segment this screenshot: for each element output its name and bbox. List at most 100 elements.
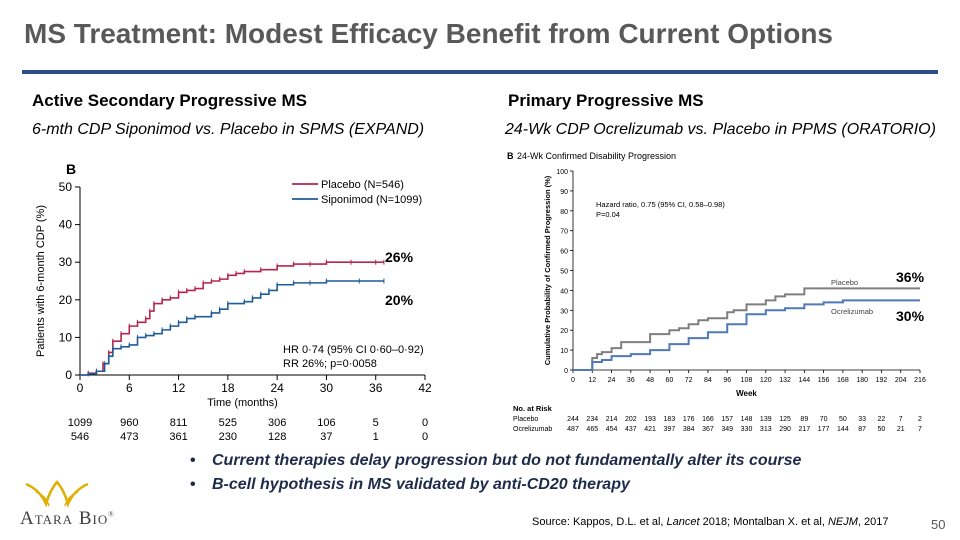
at-risk-placebo-value: 234 bbox=[586, 416, 598, 423]
at-risk-siponimod-value: 1099 bbox=[68, 417, 92, 429]
x-tick-label: 18 bbox=[221, 381, 235, 395]
source-prefix: Source: Kappos, D.L. et al, bbox=[532, 516, 667, 528]
x-tick-label: 84 bbox=[704, 377, 712, 384]
panel-label: B bbox=[66, 161, 76, 177]
y-tick-label: 70 bbox=[560, 229, 568, 236]
y-tick-label: 50 bbox=[560, 269, 568, 276]
x-tick-label: 216 bbox=[914, 377, 926, 384]
y-tick-label: 30 bbox=[560, 308, 568, 315]
x-tick-label: 6 bbox=[126, 381, 133, 395]
at-risk-placebo-value: 2 bbox=[918, 416, 922, 423]
at-risk-row-label: Placebo bbox=[513, 416, 538, 423]
at-risk-ocrelizumab-value: 7 bbox=[918, 426, 922, 433]
x-tick-label: 36 bbox=[369, 381, 383, 395]
at-risk-placebo-value: 33 bbox=[858, 416, 866, 423]
at-risk-placebo-value: 7 bbox=[899, 416, 903, 423]
end-percent-label: 30% bbox=[896, 308, 925, 324]
p-value-annotation: P=0.04 bbox=[596, 210, 620, 219]
y-axis-label: Cumulative Probability of Confirmed Prog… bbox=[543, 175, 552, 365]
bullet-item: B-cell hypothesis in MS validated by ant… bbox=[190, 476, 801, 494]
at-risk-ocrelizumab-value: 465 bbox=[586, 426, 598, 433]
at-risk-placebo-value: 0 bbox=[422, 431, 428, 443]
at-risk-placebo-value: 1 bbox=[373, 431, 379, 443]
page-number: 50 bbox=[931, 517, 946, 532]
x-tick-label: 0 bbox=[571, 377, 575, 384]
x-tick-label: 108 bbox=[741, 377, 753, 384]
y-tick-label: 20 bbox=[560, 328, 568, 335]
x-tick-label: 12 bbox=[172, 381, 186, 395]
y-tick-label: 40 bbox=[59, 218, 73, 232]
at-risk-placebo-value: 361 bbox=[169, 431, 187, 443]
hazard-ratio-annotation: Hazard ratio, 0.75 (95% CI, 0.58–0.98) bbox=[596, 200, 725, 209]
y-tick-label: 50 bbox=[59, 180, 73, 194]
legend-label: Placebo (N=546) bbox=[321, 179, 404, 191]
at-risk-ocrelizumab-value: 487 bbox=[567, 426, 579, 433]
at-risk-siponimod-value: 811 bbox=[170, 417, 188, 429]
x-tick-label: 24 bbox=[270, 381, 284, 395]
at-risk-ocrelizumab-value: 87 bbox=[858, 426, 866, 433]
y-tick-label: 60 bbox=[560, 249, 568, 256]
logo-registered-mark: ® bbox=[108, 510, 115, 519]
logo-text: Atara Bio bbox=[20, 508, 109, 529]
at-risk-ocrelizumab-value: 144 bbox=[837, 426, 849, 433]
at-risk-ocrelizumab-value: 397 bbox=[664, 426, 676, 433]
km-curve-placebo bbox=[573, 287, 920, 371]
x-tick-label: 30 bbox=[320, 381, 334, 395]
y-tick-label: 0 bbox=[65, 368, 72, 382]
source-middle: 2018; Montalban X. et al, bbox=[699, 516, 828, 528]
at-risk-placebo-value: 128 bbox=[268, 431, 286, 443]
at-risk-ocrelizumab-value: 367 bbox=[702, 426, 714, 433]
title-divider bbox=[22, 70, 938, 74]
right-section-subheading: 24-Wk CDP Ocrelizumab vs. Placebo in PPM… bbox=[505, 121, 936, 138]
x-tick-label: 24 bbox=[608, 377, 616, 384]
at-risk-ocrelizumab-value: 454 bbox=[606, 426, 618, 433]
at-risk-row-label: Ocrelizumab bbox=[513, 426, 552, 433]
x-tick-label: 144 bbox=[798, 377, 810, 384]
at-risk-siponimod-value: 306 bbox=[268, 417, 286, 429]
at-risk-placebo-value: 70 bbox=[820, 416, 828, 423]
x-tick-label: 36 bbox=[627, 377, 635, 384]
source-journal-1: Lancet bbox=[666, 516, 700, 528]
x-axis-label: Time (months) bbox=[207, 397, 278, 409]
x-tick-label: 96 bbox=[723, 377, 731, 384]
right-section-heading: Primary Progressive MS bbox=[508, 91, 704, 110]
end-percent-label: 26% bbox=[385, 249, 414, 265]
at-risk-placebo-value: 183 bbox=[664, 416, 676, 423]
x-tick-label: 192 bbox=[876, 377, 888, 384]
at-risk-placebo-value: 473 bbox=[120, 431, 138, 443]
at-risk-siponimod-value: 5 bbox=[373, 417, 379, 429]
curve-label-placebo: Placebo bbox=[831, 278, 858, 287]
x-tick-label: 72 bbox=[685, 377, 693, 384]
at-risk-ocrelizumab-value: 313 bbox=[760, 426, 772, 433]
at-risk-placebo-value: 89 bbox=[800, 416, 808, 423]
at-risk-placebo-value: 244 bbox=[567, 416, 579, 423]
at-risk-ocrelizumab-value: 330 bbox=[741, 426, 753, 433]
at-risk-ocrelizumab-value: 177 bbox=[818, 426, 830, 433]
at-risk-siponimod-value: 106 bbox=[317, 417, 335, 429]
y-tick-label: 100 bbox=[556, 169, 568, 176]
x-tick-label: 204 bbox=[895, 377, 907, 384]
oratorio-km-chart: B 24-Wk Confirmed Disability Progression 0… bbox=[507, 151, 926, 433]
legend-label: Siponimod (N=1099) bbox=[321, 194, 422, 206]
x-tick-label: 156 bbox=[818, 377, 830, 384]
at-risk-placebo-value: 157 bbox=[721, 416, 733, 423]
panel-label: B bbox=[507, 151, 514, 161]
at-risk-placebo-value: 176 bbox=[683, 416, 695, 423]
y-tick-label: 90 bbox=[560, 189, 568, 196]
at-risk-placebo-value: 37 bbox=[320, 431, 332, 443]
x-tick-label: 12 bbox=[588, 377, 596, 384]
at-risk-ocrelizumab-value: 421 bbox=[644, 426, 656, 433]
end-percent-label: 36% bbox=[896, 269, 925, 285]
y-axis-label: Patients with 6-month CDP (%) bbox=[35, 205, 47, 357]
chart-title: 24-Wk Confirmed Disability Progression bbox=[517, 151, 676, 161]
x-tick-label: 120 bbox=[760, 377, 772, 384]
y-tick-label: 10 bbox=[59, 330, 73, 344]
at-risk-ocrelizumab-value: 290 bbox=[779, 426, 791, 433]
km-curve-ocrelizumab bbox=[573, 299, 920, 371]
atara-bio-logo-icon bbox=[25, 480, 89, 508]
at-risk-ocrelizumab-value: 437 bbox=[625, 426, 637, 433]
at-risk-placebo-value: 125 bbox=[779, 416, 791, 423]
at-risk-placebo-value: 230 bbox=[219, 431, 237, 443]
at-risk-siponimod-value: 960 bbox=[120, 417, 138, 429]
x-tick-label: 60 bbox=[665, 377, 673, 384]
